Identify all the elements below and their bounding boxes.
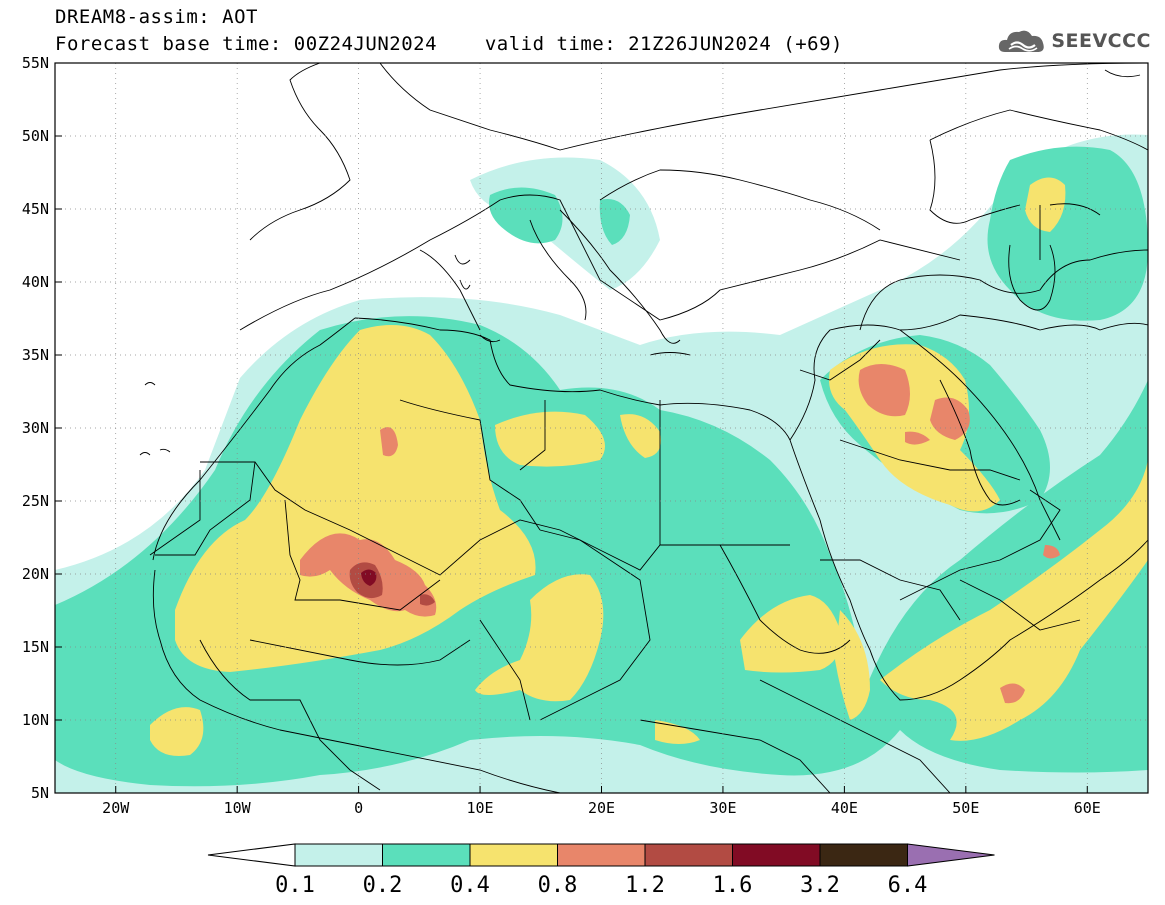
lat-tick-label: 20N (22, 565, 49, 583)
colorbar-segment (469, 843, 558, 867)
coastlines-and-borders (139, 63, 1148, 793)
lat-tick-label: 35N (22, 346, 49, 364)
colorbar-segment (557, 843, 646, 867)
lon-tick-label: 50E (952, 799, 979, 817)
colorbar: 0.1 0.2 0.4 0.8 1.2 1.6 3.2 6.4 (207, 843, 995, 898)
lon-tick-label: 30E (709, 799, 736, 817)
colorbar-segment (382, 843, 471, 867)
forecast-times: Forecast base time: 00Z24JUN2024 valid t… (55, 33, 843, 55)
lat-tick-label: 50N (22, 127, 49, 145)
base-time-label: Forecast base time: 00Z24JUN2024 (55, 33, 438, 55)
colorbar-segment (644, 843, 733, 867)
colorbar-label: 0.4 (450, 873, 490, 898)
lon-tick-label: 40E (831, 799, 858, 817)
colorbar-under-triangle (207, 843, 296, 867)
colorbar-segment (819, 843, 908, 867)
colorbar-label: 0.2 (363, 873, 403, 898)
colorbar-label: 0.1 (275, 873, 315, 898)
lon-tick-labels: 20W 10W 0 10E 20E 30E 40E 50E 60E (102, 799, 1101, 817)
cloud-icon (999, 30, 1045, 52)
lat-tick-labels: 55N 50N 45N 40N 35N 30N 25N 20N 15N 10N 5N (22, 54, 49, 802)
lon-tick-label: 20E (588, 799, 615, 817)
colorbar-label: 3.2 (800, 873, 840, 898)
axis-ticks (55, 62, 1088, 794)
aot-level-0.4 (150, 177, 1148, 756)
lat-tick-label: 5N (31, 784, 49, 802)
seevccc-logo: SEEVCCC (997, 26, 1151, 56)
lat-tick-label: 25N (22, 492, 49, 510)
logo-text: SEEVCCC (1051, 30, 1151, 52)
valid-time-label: valid time: 21Z26JUN2024 (+69) (484, 33, 843, 55)
colorbar-over-triangle (907, 843, 995, 867)
lat-tick-label: 45N (22, 200, 49, 218)
map-title: DREAM8-assim: AOT (55, 6, 258, 28)
colorbar-segment (732, 843, 821, 867)
lon-tick-label: 0 (354, 799, 363, 817)
lat-tick-label: 55N (22, 54, 49, 72)
lon-tick-label: 20W (102, 799, 130, 817)
lon-tick-label: 60E (1074, 799, 1101, 817)
lat-tick-label: 30N (22, 419, 49, 437)
colorbar-label: 6.4 (888, 873, 928, 898)
lat-tick-label: 15N (22, 638, 49, 656)
colorbar-segment (294, 843, 383, 867)
colorbar-label: 1.2 (625, 873, 665, 898)
colorbar-label: 1.6 (713, 873, 753, 898)
aot-level-1.6 (361, 569, 377, 586)
lat-tick-label: 40N (22, 273, 49, 291)
lon-tick-label: 10W (224, 799, 252, 817)
lat-tick-label: 10N (22, 711, 49, 729)
colorbar-label: 0.8 (538, 873, 578, 898)
lon-tick-label: 10E (467, 799, 494, 817)
